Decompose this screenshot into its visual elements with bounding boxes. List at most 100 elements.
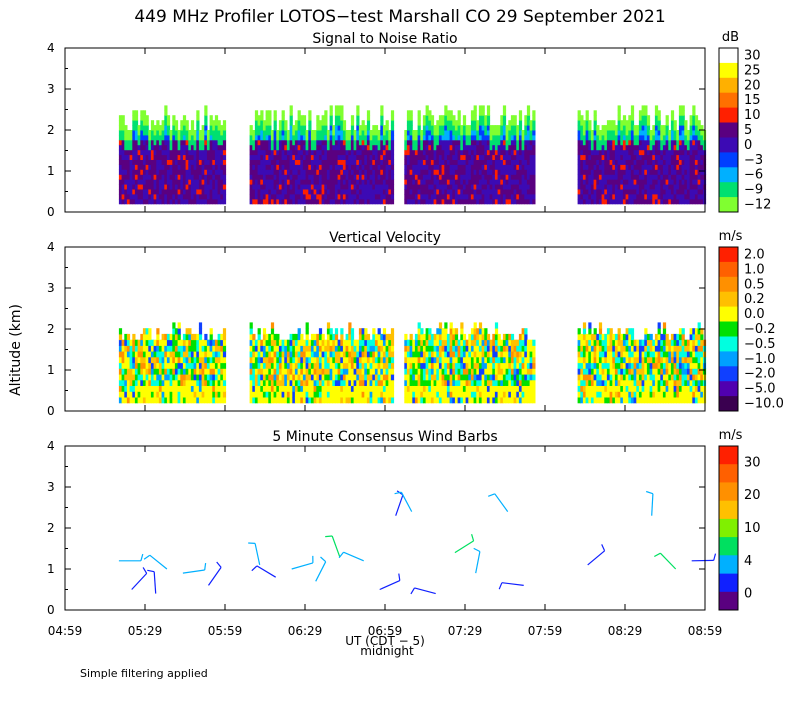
snr-cell — [417, 144, 421, 151]
velocity-cell — [150, 351, 155, 358]
velocity-cell — [481, 391, 485, 398]
velocity-cell — [441, 356, 445, 364]
snr-cell — [166, 179, 171, 185]
snr-cell — [486, 125, 491, 131]
snr-cell — [281, 169, 285, 175]
velocity-cell — [356, 397, 360, 404]
snr-cell — [140, 130, 144, 136]
velocity-cell — [134, 397, 139, 404]
velocity-cell — [284, 391, 288, 398]
velocity-cell — [481, 328, 485, 335]
snr-cell — [697, 120, 701, 126]
velocity-cell — [169, 333, 173, 341]
velocity-cell — [284, 368, 288, 375]
velocity-cell — [265, 397, 269, 404]
velocity-cell — [281, 374, 285, 381]
snr-cell — [177, 130, 181, 136]
snr-cell — [582, 179, 587, 185]
velocity-cell — [140, 397, 144, 404]
velocity-cell — [321, 333, 325, 341]
snr-cell — [342, 184, 347, 190]
snr-cell — [494, 139, 499, 146]
velocity-cell — [172, 339, 176, 346]
snr-cell — [692, 144, 696, 151]
snr-cell — [438, 120, 443, 126]
snr-cell — [668, 130, 672, 136]
snr-cell — [374, 139, 379, 146]
velocity-cell — [294, 362, 299, 369]
snr-cell — [641, 169, 645, 175]
velocity-cell — [166, 397, 171, 404]
snr-cell — [332, 174, 336, 180]
velocity-cell — [222, 362, 227, 369]
snr-cell — [329, 198, 333, 205]
snr-cell — [529, 125, 533, 131]
snr-cell — [294, 169, 299, 175]
snr-cell — [196, 125, 200, 131]
velocity-cell — [148, 379, 152, 386]
velocity-cell — [502, 385, 507, 392]
snr-cell — [425, 169, 429, 175]
velocity-cell — [460, 374, 464, 381]
snr-cell — [350, 149, 355, 156]
snr-cell — [660, 174, 664, 180]
snr-cell — [217, 134, 221, 141]
snr-cell — [673, 130, 677, 136]
snr-cell — [302, 139, 307, 146]
velocity-cell — [489, 362, 493, 369]
velocity-cell — [289, 374, 293, 381]
snr-cell — [142, 139, 147, 146]
snr-cell — [510, 194, 515, 200]
snr-cell — [676, 189, 680, 195]
velocity-cell — [150, 385, 155, 392]
snr-cell — [500, 115, 504, 121]
snr-cell — [700, 189, 704, 195]
snr-cell — [660, 130, 664, 136]
snr-cell — [318, 154, 323, 160]
snr-cell — [417, 149, 421, 156]
snr-cell — [433, 159, 437, 165]
velocity-cell — [174, 379, 179, 386]
snr-cell — [660, 149, 664, 156]
snr-cell — [372, 130, 376, 136]
velocity-cell — [372, 368, 376, 375]
velocity-cell — [484, 333, 488, 341]
snr-cell — [508, 130, 512, 136]
snr-cell — [417, 189, 421, 195]
velocity-cell — [492, 368, 496, 375]
snr-cell — [364, 159, 368, 165]
snr-cell — [433, 189, 437, 195]
snr-cell — [465, 174, 469, 180]
snr-cell — [404, 159, 408, 165]
snr-cell — [524, 194, 528, 200]
snr-cell — [358, 164, 363, 170]
snr-cell — [438, 149, 443, 156]
snr-cell — [670, 134, 675, 141]
snr-cell — [609, 139, 613, 146]
velocity-cell — [329, 391, 333, 398]
velocity-cell — [404, 368, 408, 375]
figure-title: 449 MHz Profiler LOTOS−test Marshall CO … — [134, 7, 665, 27]
velocity-cell — [412, 374, 416, 381]
snr-cell — [172, 194, 176, 200]
velocity-cell — [348, 339, 352, 346]
snr-cell — [654, 120, 659, 126]
velocity-cell — [452, 385, 456, 392]
snr-cell — [326, 174, 331, 180]
snr-cell — [150, 169, 155, 175]
snr-cell — [617, 159, 621, 165]
snr-cell — [414, 184, 419, 190]
snr-cell — [356, 198, 360, 205]
snr-cell — [369, 174, 373, 180]
velocity-cell — [420, 374, 424, 381]
velocity-cell — [137, 339, 141, 346]
velocity-cell — [332, 374, 336, 381]
snr-cell — [374, 164, 379, 170]
snr-cell — [166, 169, 171, 175]
snr-cell — [481, 198, 485, 205]
snr-cell — [166, 120, 171, 126]
snr-cell — [433, 139, 437, 146]
snr-cell — [628, 179, 632, 185]
snr-cell — [697, 179, 701, 185]
velocity-cell — [156, 345, 160, 352]
